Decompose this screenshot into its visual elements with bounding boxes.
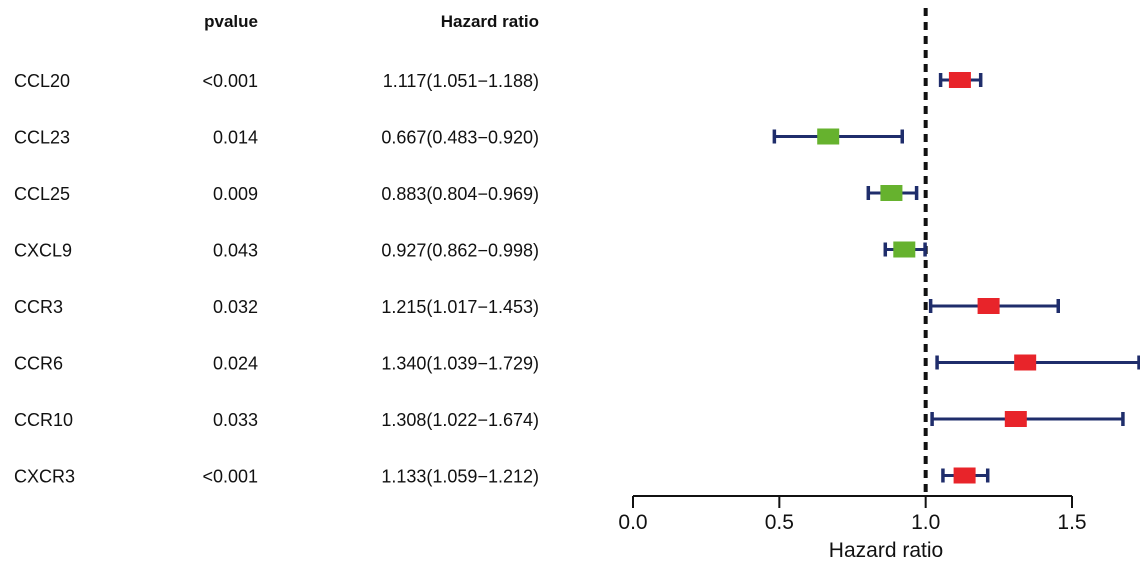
x-tick-label: 0.5 [765,511,794,534]
row-pvalue: 0.024 [213,354,258,374]
row-hazard-ratio-text: 0.927(0.862−0.998) [381,241,539,261]
row-label: CXCR3 [14,467,75,487]
hazard-ratio-marker [977,298,1000,314]
row-hazard-ratio-text: 0.883(0.804−0.969) [381,184,539,204]
pvalue-header: pvalue [204,12,258,31]
row-label: CCL25 [14,184,70,204]
row-hazard-ratio-text: 1.133(1.059−1.212) [381,467,539,487]
hazard-ratio-header: Hazard ratio [441,12,539,31]
x-tick-label: 1.0 [911,511,940,534]
row-hazard-ratio-text: 1.340(1.039−1.729) [381,354,539,374]
row-label: CCR6 [14,354,63,374]
hazard-ratio-marker [948,72,971,88]
forest-rows: CCL20 <0.001 1.117(1.051−1.188) CCL23 0.014 0… [14,8,1140,498]
row-pvalue: 0.014 [213,128,258,148]
x-axis-title: Hazard ratio [829,539,943,561]
hazard-ratio-marker [817,128,840,145]
hazard-ratio-marker [880,185,903,201]
row-pvalue: 0.009 [213,184,258,204]
row-label: CXCL9 [14,241,72,261]
hazard-ratio-marker [953,467,976,484]
row-pvalue: <0.001 [202,467,258,487]
row-label: CCR10 [14,410,73,430]
hazard-ratio-marker [1004,411,1027,427]
row-label: CCL20 [14,71,70,91]
row-label: CCL23 [14,128,70,148]
hazard-ratio-marker [1014,354,1037,371]
x-tick-label: 0.0 [618,511,647,534]
row-pvalue: 0.032 [213,297,258,317]
row-pvalue: 0.033 [213,410,258,430]
row-hazard-ratio-text: 1.215(1.017−1.453) [381,297,539,317]
row-hazard-ratio-text: 1.117(1.051−1.188) [383,71,539,91]
row-pvalue: 0.043 [213,241,258,261]
x-tick-label: 1.5 [1057,511,1086,534]
x-axis: 0.0 0.5 1.0 1.5 [618,495,1087,534]
row-pvalue: <0.001 [202,71,258,91]
row-hazard-ratio-text: 1.308(1.022−1.674) [381,410,539,430]
row-hazard-ratio-text: 0.667(0.483−0.920) [381,128,539,148]
row-label: CCR3 [14,297,63,317]
hazard-ratio-marker [893,241,916,258]
